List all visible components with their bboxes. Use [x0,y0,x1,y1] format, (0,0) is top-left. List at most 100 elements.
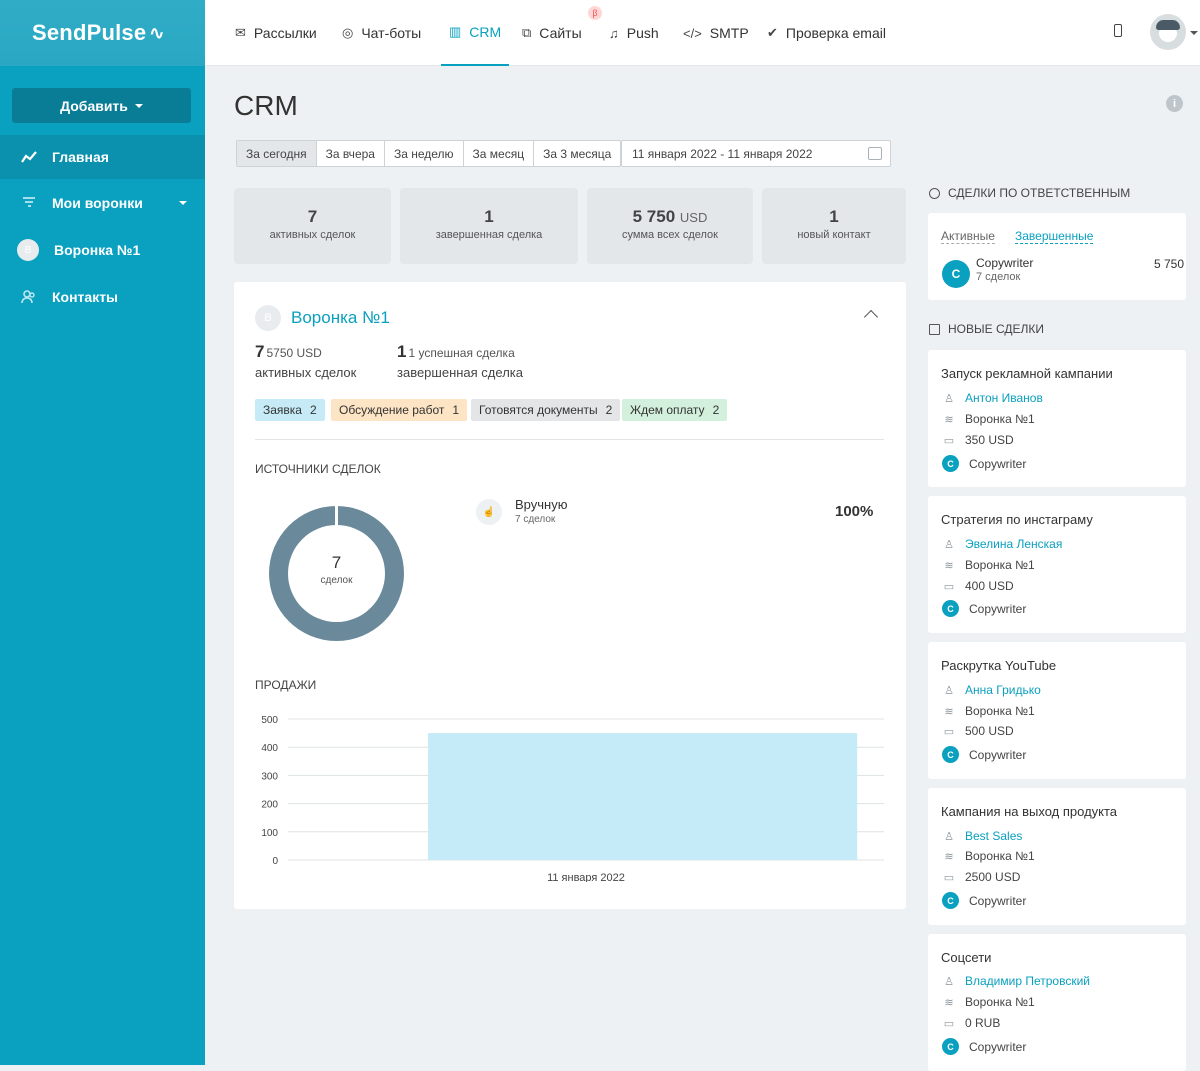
add-button[interactable]: Добавить [12,88,191,123]
deal-contact[interactable]: ♙ Best Sales [942,829,1022,843]
calendar-icon[interactable] [868,147,882,160]
owner-avatar: C [942,260,970,288]
deal-title[interactable]: Запуск рекламной кампании [941,366,1113,381]
stat-active-deals: 7 активных сделок [234,188,391,264]
deal-funnel: ≋ Воронка №1 [942,558,1034,572]
deal-card[interactable]: Кампания на выход продукта ♙ Best Sales ≋… [928,788,1186,925]
period-yesterday[interactable]: За вчера [317,141,385,166]
deal-card[interactable]: Соцсети ♙ Владимир Петровский ≋ Воронка №1… [928,934,1186,1071]
phone-icon[interactable] [1114,24,1122,37]
source-count: 7 сделок [515,514,556,525]
nav-mailing[interactable]: ✉ Рассылки [235,0,317,66]
sales-title: ПРОДАЖИ [255,678,317,692]
deal-title[interactable]: Соцсети [941,950,992,965]
deal-contact[interactable]: ♙ Владимир Петровский [942,974,1090,988]
divider [255,439,884,440]
sites-icon: ⧉ [522,25,532,40]
period-week[interactable]: За неделю [385,141,464,166]
active-sum: 5750 USD [266,346,322,360]
nav-label: SMTP [709,25,749,41]
owner-avatar: C [942,746,959,763]
stat-label: активных сделок [269,229,356,241]
deal-contact[interactable]: ♙ Эвелина Ленская [942,537,1062,551]
stage-count: 2 [712,403,720,417]
source-percent: 100% [835,503,874,520]
funnel-icon: ≋ [944,413,954,426]
deal-amount: ▭ 2500 USD [942,870,1021,884]
stat-number: 1 [829,207,839,226]
nav-push[interactable]: ♫ Push [609,0,659,66]
contact-name[interactable]: Best Sales [965,829,1023,843]
stat-value: 1 [762,207,906,227]
nav-smtp[interactable]: </> SMTP [683,0,749,66]
nav-email-check[interactable]: ✔ Проверка email [767,0,886,66]
deal-contact[interactable]: ♙ Антон Иванов [942,391,1043,405]
sidebar-item-label: Воронка №1 [54,242,141,258]
nav-crm[interactable]: ▥ CRM [441,0,510,66]
deal-title[interactable]: Раскрутка YouTube [941,658,1057,673]
stage-tag[interactable]: Обсуждение работ 1 [331,399,468,421]
logo[interactable]: SendPulse ∿ [0,0,205,66]
stat-label: новый контакт [797,229,871,241]
owner-name: Copywriter [969,1039,1027,1054]
sidebar-item-funnels[interactable]: Мои воронки [0,181,205,225]
amount-value: 400 USD [965,579,1014,593]
contact-name[interactable]: Антон Иванов [965,391,1043,405]
deal-card[interactable]: Стратегия по инстаграму ♙ Эвелина Ленская… [928,496,1186,633]
deal-title[interactable]: Кампания на выход продукта [941,804,1118,819]
user-icon: ♙ [944,975,954,988]
stat-label: сумма всех сделок [622,229,718,241]
period-3-months[interactable]: За 3 месяца [543,146,612,161]
period-month[interactable]: За месяц [464,141,535,166]
stage-tag[interactable]: Готовятся документы 2 [471,399,621,421]
sidebar: SendPulse ∿ Добавить Главная Мои воронки … [0,0,205,1065]
period-today[interactable]: За сегодня [237,141,317,166]
funnel-name: Воронка №1 [965,412,1035,426]
nav-chatbots[interactable]: ◎ Чат-боты [342,0,421,66]
stage-tag[interactable]: Заявка 2 [255,399,325,421]
date-range-input[interactable]: 11 января 2022 - 11 января 2022 [621,140,891,167]
info-icon[interactable]: i [1166,95,1183,112]
active-label: активных сделок [255,365,357,380]
sidebar-item-contacts[interactable]: Контакты [0,275,205,319]
stage-tag[interactable]: Ждем оплату 2 [622,399,728,421]
avatar-hair [1156,20,1180,30]
deal-card[interactable]: Запуск рекламной кампании ♙ Антон Иванов … [928,350,1186,487]
chevron-down-icon[interactable] [179,201,187,205]
nav-label: Чат-боты [361,25,422,41]
sidebar-item-home[interactable]: Главная [0,135,205,179]
stage-count: 2 [309,403,317,417]
contact-name[interactable]: Владимир Петровский [965,974,1090,988]
amount-value: 350 USD [965,433,1014,447]
deal-amount: ▭ 350 USD [942,433,1014,447]
deal-card[interactable]: Раскрутка YouTube ♙ Анна Гридько ≋ Воронка… [928,642,1186,779]
contact-name[interactable]: Эвелина Ленская [965,537,1063,551]
sidebar-item-funnel-1[interactable]: В Воронка №1 [0,228,205,272]
code-icon: </> [683,25,702,41]
deal-title[interactable]: Стратегия по инстаграму [941,512,1093,527]
mail-icon: ✉ [235,25,246,40]
nav-label: Рассылки [253,25,317,41]
tab-active[interactable]: Активные [941,229,995,244]
chevron-down-icon[interactable] [1190,31,1198,35]
deal-owner: C Copywriter [942,455,1026,472]
tab-completed[interactable]: Завершенные [1015,229,1094,244]
y-tick-label: 100 [261,828,278,839]
contacts-icon [20,288,38,306]
user-icon: ♙ [944,830,954,843]
chevron-up-icon[interactable] [863,309,879,325]
stat-label: завершенная сделка [435,229,543,241]
nav-sites[interactable]: ⧉ Сайты β [522,0,602,66]
deal-funnel: ≋ Воронка №1 [942,849,1034,863]
list-icon [929,323,940,335]
funnel-icon: ≋ [944,705,954,718]
funnel-title[interactable]: Воронка №1 [291,308,390,327]
user-avatar[interactable] [1150,14,1186,50]
contact-name[interactable]: Анна Гридько [965,683,1041,697]
completed-note: 1 успешная сделка [408,346,515,360]
deal-contact[interactable]: ♙ Анна Гридько [942,683,1041,697]
deal-owner: C Copywriter [942,1038,1026,1055]
user-icon: ♙ [944,538,954,551]
y-tick-label: 0 [272,856,278,867]
